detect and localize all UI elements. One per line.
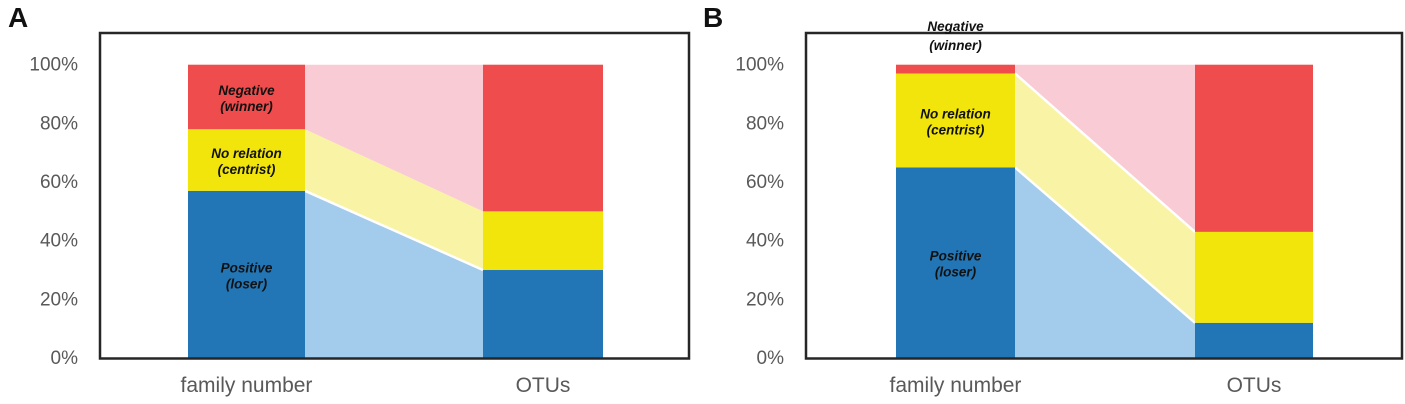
segment-label-negative-winner: (winner) (929, 38, 982, 53)
bar-segment-no-relation-centrist (896, 73, 1015, 168)
y-tick-label: 80% (40, 113, 78, 134)
flow-ribbon-no-relation-centrist (305, 129, 483, 271)
x-category-label: family number (890, 374, 1022, 397)
flow-ribbon-negative-winner (305, 64, 483, 212)
x-category-label: family number (181, 374, 313, 397)
y-tick-label: 60% (746, 172, 784, 193)
segment-label-negative-winner: Negative (218, 83, 275, 98)
panel-letter: A (8, 2, 28, 33)
panel-letter: B (703, 2, 723, 33)
y-tick-label: 60% (40, 172, 78, 193)
segment-label-no-relation-centrist: (centrist) (218, 162, 276, 177)
segment-label-negative-winner: Negative (927, 19, 984, 34)
segment-label-positive-loser: (loser) (226, 276, 268, 291)
y-tick-label: 40% (746, 231, 784, 252)
ribbon-seam (304, 189, 484, 272)
bar-segment-no-relation-centrist (1195, 231, 1313, 323)
bar-segment-negative-winner (188, 64, 305, 130)
plot-frame (98, 31, 691, 360)
plot-frame (804, 31, 1404, 360)
ribbon-seam (1014, 72, 1196, 233)
bar-segment-positive-loser (896, 167, 1015, 358)
y-tick-label: 20% (746, 289, 784, 310)
bar-segment-negative-winner (483, 64, 603, 212)
x-category-label: OTUs (1227, 374, 1282, 397)
bar-segment-negative-winner (896, 64, 1015, 74)
panel-a: 0% 20% 40% 60% 80% 100% family number OTUs Negat… (8, 2, 691, 397)
y-tick-label: 100% (735, 55, 784, 76)
segment-label-no-relation-centrist: No relation (920, 106, 991, 121)
bar-segment-positive-loser (188, 190, 305, 358)
bar-segment-no-relation-centrist (188, 129, 305, 191)
y-tick-label: 100% (29, 55, 78, 76)
bar-segment-negative-winner (1195, 64, 1313, 232)
segment-label-negative-winner: (winner) (220, 99, 273, 114)
bar-segment-no-relation-centrist (483, 211, 603, 271)
x-category-label: OTUs (516, 374, 571, 397)
bar-segment-positive-loser (1195, 322, 1313, 358)
segment-label-no-relation-centrist: (centrist) (927, 122, 985, 137)
flow-ribbon-no-relation-centrist (1015, 73, 1195, 323)
segment-label-positive-loser: (loser) (935, 265, 977, 280)
segment-label-positive-loser: Positive (930, 249, 982, 264)
bar-segment-positive-loser (483, 270, 603, 358)
y-tick-label: 0% (757, 348, 785, 369)
panel-b: 0% 20% 40% 60% 80% 100% family number OTUs Negat… (703, 2, 1404, 397)
flow-ribbon-negative-winner (1015, 64, 1195, 232)
y-tick-label: 0% (51, 348, 79, 369)
segment-label-positive-loser: Positive (221, 260, 273, 275)
segment-label-no-relation-centrist: No relation (211, 146, 282, 161)
flow-ribbon-positive-loser (305, 190, 483, 358)
ribbon-seam (1014, 166, 1196, 324)
flow-ribbon-positive-loser (1015, 167, 1195, 358)
y-tick-label: 80% (746, 113, 784, 134)
y-tick-label: 40% (40, 231, 78, 252)
y-tick-label: 20% (40, 289, 78, 310)
